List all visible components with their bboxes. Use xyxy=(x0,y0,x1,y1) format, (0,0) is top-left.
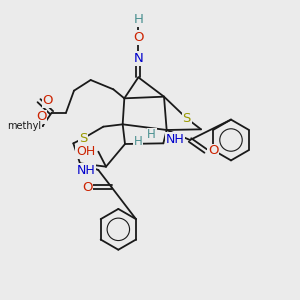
Text: H: H xyxy=(134,135,143,148)
Text: O: O xyxy=(133,31,144,44)
Text: O: O xyxy=(36,110,46,124)
Text: methyl: methyl xyxy=(7,121,41,131)
Text: H: H xyxy=(147,128,156,142)
Text: OH: OH xyxy=(76,145,95,158)
Text: S: S xyxy=(79,132,88,145)
Text: N: N xyxy=(134,52,143,65)
Text: O: O xyxy=(43,94,53,107)
Text: NH: NH xyxy=(166,133,184,146)
Text: O: O xyxy=(208,145,218,158)
Text: NH: NH xyxy=(76,164,95,176)
Text: O: O xyxy=(82,181,93,194)
Text: H: H xyxy=(134,13,143,26)
Text: S: S xyxy=(182,112,191,125)
